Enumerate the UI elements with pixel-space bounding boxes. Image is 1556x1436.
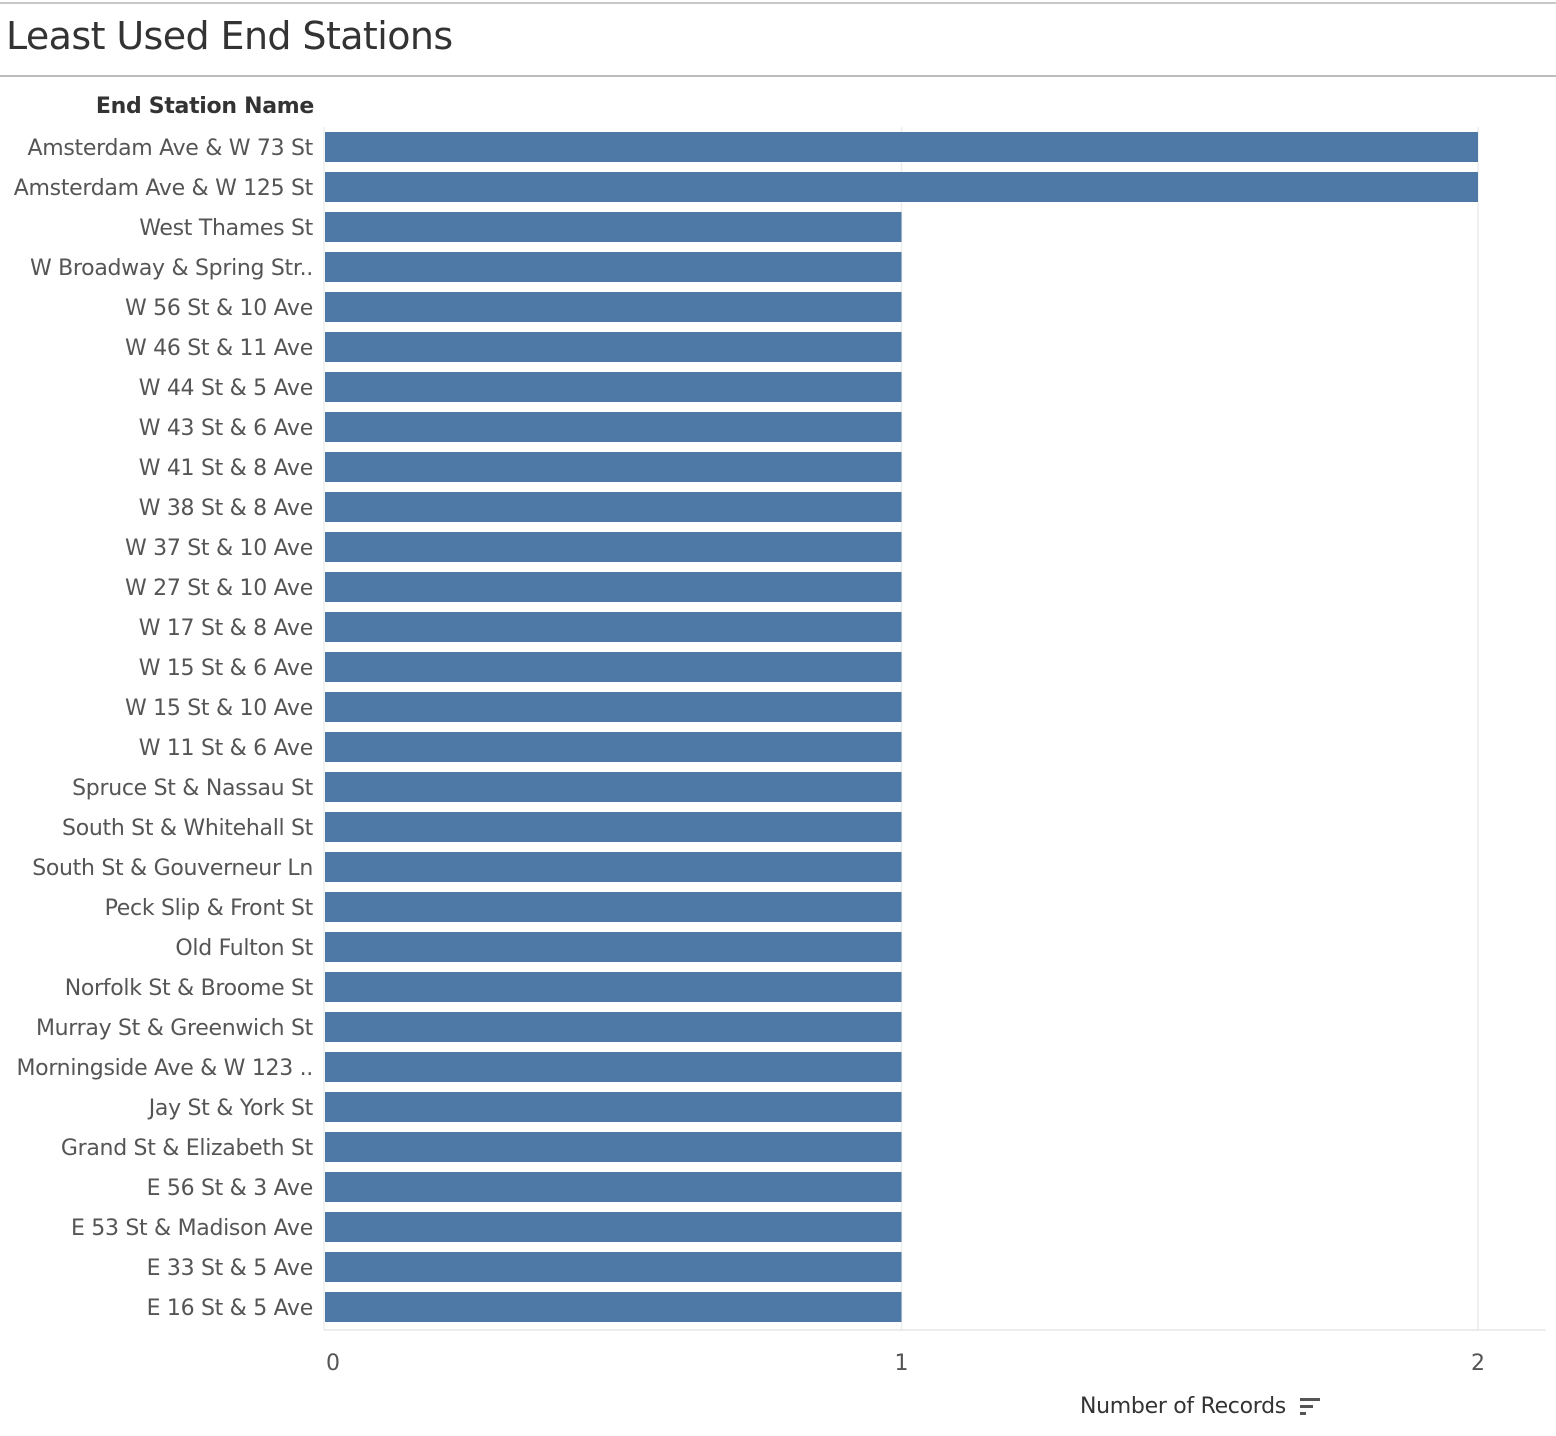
- bar[interactable]: [325, 292, 902, 322]
- bar[interactable]: [325, 1292, 902, 1322]
- bar[interactable]: [325, 172, 1478, 202]
- x-axis-title: Number of Records: [1080, 1394, 1286, 1419]
- bar[interactable]: [325, 852, 902, 882]
- bar[interactable]: [325, 1132, 902, 1162]
- bar[interactable]: [325, 572, 902, 602]
- bar[interactable]: [325, 932, 902, 962]
- bar[interactable]: [325, 372, 902, 402]
- bar[interactable]: [325, 412, 902, 442]
- category-label: Morningside Ave & W 123 ..: [16, 1056, 313, 1081]
- top-border: [0, 2, 1556, 4]
- category-label: W Broadway & Spring Str..: [30, 256, 313, 281]
- bar[interactable]: [325, 772, 902, 802]
- bar[interactable]: [325, 1092, 902, 1122]
- category-label: W 17 St & 8 Ave: [139, 616, 313, 641]
- category-label: Jay St & York St: [147, 1096, 314, 1121]
- bar[interactable]: [325, 652, 902, 682]
- bar[interactable]: [325, 332, 902, 362]
- category-labels: Amsterdam Ave & W 73 St Amsterdam Ave & W…: [14, 136, 314, 1321]
- category-label: Amsterdam Ave & W 73 St: [27, 136, 313, 161]
- category-label: South St & Whitehall St: [62, 816, 314, 841]
- category-label: W 15 St & 6 Ave: [139, 656, 313, 681]
- category-label: W 43 St & 6 Ave: [139, 416, 313, 441]
- bar[interactable]: [325, 212, 902, 242]
- category-label: W 27 St & 10 Ave: [125, 576, 313, 601]
- sort-descending-icon[interactable]: [1299, 1397, 1322, 1417]
- category-label: Amsterdam Ave & W 125 St: [14, 176, 314, 201]
- bar[interactable]: [325, 452, 902, 482]
- category-label: W 37 St & 10 Ave: [125, 536, 313, 561]
- category-label: W 38 St & 8 Ave: [139, 496, 313, 521]
- bar[interactable]: [325, 612, 902, 642]
- category-label: Grand St & Elizabeth St: [61, 1136, 314, 1161]
- category-label: W 15 St & 10 Ave: [125, 696, 313, 721]
- bar[interactable]: [325, 1212, 902, 1242]
- category-label: E 53 St & Madison Ave: [71, 1216, 313, 1241]
- bar[interactable]: [325, 812, 902, 842]
- gridlines: [323, 127, 1479, 1330]
- category-label: South St & Gouverneur Ln: [32, 856, 313, 881]
- category-label: E 56 St & 3 Ave: [147, 1176, 313, 1201]
- bar[interactable]: [325, 532, 902, 562]
- category-label: W 41 St & 8 Ave: [139, 456, 313, 481]
- bar[interactable]: [325, 1012, 902, 1042]
- bar[interactable]: [325, 132, 1478, 162]
- x-tick-label: 2: [1471, 1351, 1485, 1376]
- x-tick-label: 1: [895, 1351, 909, 1376]
- bar[interactable]: [325, 732, 902, 762]
- bar[interactable]: [325, 1052, 902, 1082]
- category-label: W 11 St & 6 Ave: [139, 736, 313, 761]
- row-header-end-station-name[interactable]: End Station Name: [95, 94, 314, 119]
- category-label: Murray St & Greenwich St: [36, 1016, 314, 1041]
- category-label: Norfolk St & Broome St: [65, 976, 314, 1001]
- title-divider: [0, 75, 1556, 77]
- bar[interactable]: [325, 972, 902, 1002]
- bar[interactable]: [325, 492, 902, 522]
- bars: [325, 132, 1478, 1322]
- category-label: Old Fulton St: [175, 936, 313, 961]
- category-label: E 16 St & 5 Ave: [147, 1296, 313, 1321]
- bar[interactable]: [325, 1252, 902, 1282]
- category-label: E 33 St & 5 Ave: [147, 1256, 313, 1281]
- category-label: W 46 St & 11 Ave: [125, 336, 313, 361]
- x-tick-label: 0: [326, 1351, 340, 1376]
- bar[interactable]: [325, 892, 902, 922]
- x-axis-title-group: Number of Records: [1080, 1394, 1322, 1419]
- x-axis: 0 1 2: [324, 1329, 1546, 1376]
- bar[interactable]: [325, 252, 902, 282]
- category-label: Peck Slip & Front St: [105, 896, 314, 921]
- category-label: W 56 St & 10 Ave: [125, 296, 313, 321]
- chart-title: Least Used End Stations: [6, 14, 453, 58]
- bar[interactable]: [325, 692, 902, 722]
- category-label: Spruce St & Nassau St: [72, 776, 314, 801]
- category-label: W 44 St & 5 Ave: [139, 376, 313, 401]
- category-label: West Thames St: [139, 216, 313, 241]
- bar[interactable]: [325, 1172, 902, 1202]
